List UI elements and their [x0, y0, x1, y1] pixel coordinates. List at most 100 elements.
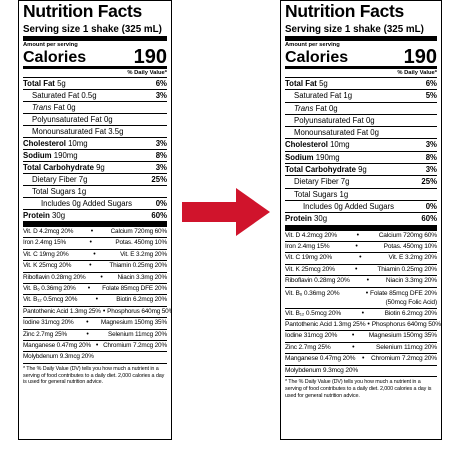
nutrient-name: Dietary Fiber 7g [294, 177, 350, 187]
nutrition-label-before: Nutrition Facts Serving size 1 shake (32… [18, 0, 172, 440]
nutrient-pct: 0% [425, 201, 437, 211]
divider-thick [23, 221, 167, 226]
vitamin-item: Chromium 7.2mcg 20% [103, 342, 167, 350]
nutrient-amount: 5g [57, 79, 66, 88]
nutrient-amount: 5g [319, 79, 328, 88]
nutrient-pct: 6% [425, 79, 437, 88]
vitamin-row: Vit. B₁₂ 0.5mcg 20% • Biotin 6.2mcg 20% [23, 294, 167, 305]
vitamin-item: Iron 2.4mg 15% [285, 242, 330, 250]
vitamin-row: Vit. K 25mcg 20% • Thiamin 0.25mg 20% [285, 263, 437, 275]
nutrient-name: Cholesterol [23, 139, 66, 148]
vitamin-list: Vit. D 4.2mcg 20% • Calcium 720mg 60% Iron … [285, 229, 437, 287]
vitamin-row: Pantothenic Acid 1.3mg 25% • Phosphorus 64… [23, 305, 171, 317]
calories-label: Calories [23, 49, 87, 66]
nutrient-amount: 9g [96, 163, 105, 172]
nutrient-name: Total Carbohydrate [285, 165, 356, 175]
calories-row: Calories 190 [285, 47, 437, 67]
vitamin-item: Vit. K 25mcg 20% [23, 262, 72, 270]
nutrient-pct: 8% [425, 152, 437, 162]
vitamin-item: Vit. D 4.2mcg 20% [285, 231, 337, 239]
divider-thick [285, 36, 437, 41]
vitamin-item: Iodine 31mcg 20% [23, 319, 74, 327]
vitamin-item: Vit. E 3.2mg 20% [120, 250, 167, 258]
separator-dot: • [356, 231, 359, 239]
nutrient-pct: 0% [155, 199, 167, 208]
vitamin-row: Manganese 0.47mg 20% • Chromium 7.2mcg 20% [285, 353, 437, 364]
footnote: * The % Daily Value (DV) tells you how m… [23, 362, 167, 386]
serving-size: Serving size 1 shake (325 mL) [285, 24, 424, 35]
vitamin-item: Riboflavin 0.28mg 20% [285, 277, 350, 285]
cholesterol-row: Cholesterol 10mg 3% [285, 138, 437, 150]
mono-fat-row: Monounsaturated Fat 3.5g [23, 125, 167, 137]
separator-dot: • [367, 321, 370, 328]
vitamin-item: Folate 85mcg DFE 20% [102, 285, 167, 293]
vitamin-item: Folate 85mcg DFE 20% [370, 289, 437, 297]
nutrient-name: Polyunsaturated Fat 0g [32, 115, 113, 124]
nutrient-pct: 3% [155, 139, 167, 148]
nutrient-name: Polyunsaturated Fat 0g [294, 115, 375, 125]
vitamin-item: Magnesium 150mg 35% [368, 332, 437, 340]
nutrient-name: Total Sugars 1g [32, 187, 87, 196]
vitamin-item: Pantothenic Acid 1.3mg 25% [23, 307, 101, 315]
nutrient-amount: Fat 0g [51, 103, 76, 112]
nutrient-name: Sodium [285, 152, 314, 162]
nutrient-amount: 0.5g [81, 91, 97, 100]
vitamin-item: Calcium 720mg 60% [378, 231, 437, 239]
poly-fat-row: Polyunsaturated Fat 0g [23, 113, 167, 125]
saturated-fat-row: Saturated Fat 1g 5% [285, 89, 437, 101]
calories-label: Calories [285, 49, 349, 66]
vitamin-row: Iron 2.4mg 15% • Potas. 450mg 10% [285, 240, 437, 252]
vitamin-item: Riboflavin 0.28mg 20% [23, 273, 86, 281]
vitamin-item: Zinc 2.7mg 25% [23, 330, 68, 338]
nutrient-name: Trans [294, 103, 314, 113]
nutrient-pct: 60% [151, 211, 167, 220]
nutrient-pct: 25% [421, 177, 437, 187]
vitamin-item: Potas. 450mg 10% [115, 239, 167, 247]
folate-row: Vit. B₆ 0.36mg 20% • Folate 85mcg DFE 20%… [285, 286, 437, 308]
nutrient-pct: 3% [155, 91, 167, 100]
nutrient-name: Includes 0g Added Sugars [41, 199, 133, 208]
fiber-row: Dietary Fiber 7g 25% [285, 175, 437, 187]
vitamin-item: Phosphorus 640mg 50% [371, 321, 441, 328]
separator-dot: • [351, 332, 355, 340]
vitamin-row: Vit. C 19mg 20% • Vit. E 3.2mg 20% [285, 252, 437, 263]
trans-fat-row: Trans Fat 0g [23, 101, 167, 113]
vitamin-item: Manganese 0.47mg 20% [285, 355, 356, 363]
vitamin-item: Zinc 2.7mg 25% [285, 343, 331, 351]
separator-dot: • [365, 289, 368, 297]
nutrition-label-after: Nutrition Facts Serving size 1 shake (32… [280, 0, 442, 440]
nutrient-name: Cholesterol [285, 140, 328, 150]
separator-dot: • [95, 342, 99, 350]
separator-dot: • [87, 285, 91, 293]
vitamin-item: Thiamin 0.25mg 20% [377, 265, 437, 273]
nutrient-name: Total Fat [23, 79, 55, 88]
separator-dot: • [359, 254, 362, 262]
right-arrow-icon [182, 188, 270, 236]
vitamin-row: Zinc 2.7mg 25% • Selenium 11mcg 20% [23, 328, 167, 340]
nutrient-name: Monounsaturated Fat 0g [294, 128, 379, 138]
label-title: Nutrition Facts [285, 1, 404, 21]
vitamin-item: Vit. D 4.2mcg 20% [23, 228, 74, 235]
folic-acid-note: (50mcg Folic Acid) [385, 298, 437, 306]
vitamin-row: Vit. K 25mcg 20% • Thiamin 0.25mg 20% [23, 260, 167, 271]
nutrient-pct: 25% [151, 175, 167, 184]
vitamin-row: Pantothenic Acid 1.3mg 25% • Phosphorus 64… [285, 319, 441, 330]
protein-row: Protein 30g 60% [23, 209, 167, 221]
nutrient-pct: 3% [425, 165, 437, 175]
mono-fat-row: Monounsaturated Fat 0g [285, 126, 437, 138]
vitamin-row: Iron 2.4mg 15% • Potas. 450mg 10% [23, 237, 167, 248]
vitamin-list: Vit. B₁₂ 0.5mcg 20% • Biotin 6.2mcg 20% Pan… [285, 307, 441, 365]
vitamin-item: Iron 2.4mg 15% [23, 239, 67, 247]
divider-medium [23, 66, 167, 69]
trans-fat-row: Trans Fat 0g [285, 101, 437, 114]
nutrient-name: Dietary Fiber 7g [32, 175, 88, 184]
separator-dot: • [95, 296, 98, 304]
vitamin-row: Molybdenum 9.3mcg 20% [23, 351, 167, 362]
nutrient-pct: 6% [155, 79, 167, 88]
vitamin-item: Calcium 720mg 60% [110, 228, 168, 235]
vitamin-item: Molybdenum 9.3mcg 20% [23, 353, 94, 361]
vitamin-item: Niacin 3.3mg 20% [117, 273, 168, 281]
nutrient-amount: 190mg [315, 152, 340, 162]
sodium-row: Sodium 190mg 8% [285, 150, 437, 163]
vitamin-item: Magnesium 150mg 35% [100, 319, 167, 327]
